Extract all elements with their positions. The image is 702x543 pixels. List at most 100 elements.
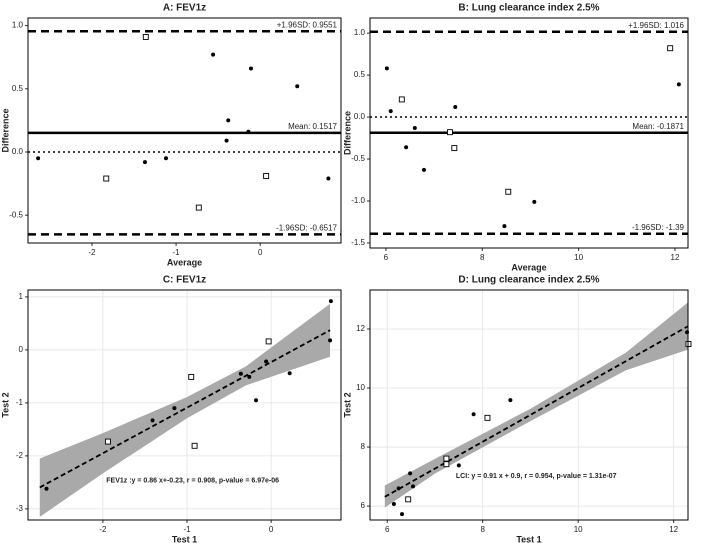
y-tick-label: 1.0 [12, 21, 24, 30]
x-tick-label: 10 [574, 253, 583, 262]
point-square [443, 461, 450, 468]
point-circle [391, 502, 396, 507]
y-axis-label: Difference [342, 111, 352, 155]
fit-line [384, 325, 689, 498]
x-axis-label: Average [511, 262, 546, 272]
point-circle [142, 160, 147, 165]
x-tick-label: -2 [99, 525, 107, 534]
point-circle [163, 156, 168, 161]
y-axis-label: Difference [0, 108, 10, 152]
point-circle [388, 109, 393, 114]
plot-border [369, 289, 689, 521]
y-tick-label: 6 [361, 501, 366, 510]
point-circle [456, 463, 461, 468]
reference-label: -1.96SD: -0.6517 [276, 223, 337, 232]
y-tick-label: -1 [16, 398, 24, 407]
reference-label: Mean: -0.1871 [632, 122, 684, 131]
point-circle [453, 104, 458, 109]
x-tick-label: 6 [385, 525, 390, 534]
y-tick-label: 0.5 [354, 70, 366, 79]
y-tick-label: 0.0 [12, 147, 24, 156]
reference-label: Mean: 0.1517 [288, 122, 337, 131]
y-tick-label: 1 [19, 292, 24, 301]
point-circle [328, 338, 333, 343]
point-square [103, 175, 110, 182]
point-circle [399, 512, 404, 517]
y-tick-label: -3 [16, 504, 24, 513]
point-circle [421, 167, 426, 172]
point-circle [254, 398, 259, 403]
point-circle [412, 125, 417, 130]
point-square [265, 338, 272, 345]
point-square [451, 145, 458, 152]
x-tick-label: 12 [671, 253, 680, 262]
point-circle [404, 145, 409, 150]
x-tick-label: 8 [480, 525, 485, 534]
point-square [484, 414, 491, 421]
fit-annotation: LCI: y = 0.91 x + 0.9, r = 0.954, p-valu… [456, 473, 617, 480]
point-circle [150, 418, 155, 423]
x-axis-label: Average [167, 257, 202, 267]
point-circle [502, 224, 507, 229]
point-square [447, 129, 453, 136]
panel-title: D: Lung clearance index 2.5% [458, 275, 599, 286]
point-circle [408, 471, 413, 476]
y-tick-label: -2 [16, 451, 24, 460]
x-tick-label: 6 [384, 253, 389, 262]
point-square [195, 204, 202, 211]
point-square [443, 455, 450, 462]
point-circle [44, 486, 49, 491]
confidence-band [384, 302, 688, 508]
panel-title: B: Lung clearance index 2.5% [458, 3, 599, 14]
point-circle [264, 359, 269, 364]
y-axis-label: Test 2 [342, 392, 352, 417]
fit-annotation: FEV1z :y = 0.86 x+-0.23, r = 0.908, p-va… [106, 478, 279, 485]
x-tick-label: 8 [480, 253, 485, 262]
point-circle [226, 118, 231, 123]
y-tick-label: -0.5 [351, 154, 365, 163]
point-square [667, 45, 674, 52]
x-tick-label: 0 [258, 248, 263, 257]
y-tick-label: -1.5 [351, 238, 365, 247]
reference-label: +1.96SD: 1.016 [628, 21, 684, 30]
point-circle [287, 371, 292, 376]
point-circle [172, 406, 177, 411]
point-circle [224, 138, 229, 143]
point-circle [247, 374, 252, 379]
point-circle [410, 484, 415, 489]
point-circle [36, 156, 41, 161]
point-square [191, 442, 198, 449]
plot-border [369, 17, 689, 249]
point-circle [471, 412, 476, 417]
point-circle [508, 398, 513, 403]
plot-border [27, 17, 342, 244]
point-circle [211, 52, 216, 57]
point-square [104, 438, 111, 445]
x-tick-label: -1 [183, 525, 191, 534]
point-circle [238, 371, 243, 376]
reference-label: -1.96SD: -1.39 [632, 223, 685, 232]
panel-title: C: FEV1z [163, 275, 206, 286]
y-tick-label: -1.0 [351, 196, 365, 205]
y-tick-label: 1.0 [354, 28, 366, 37]
confidence-band [39, 303, 331, 517]
y-tick-label: -0.5 [9, 210, 23, 219]
panel-title: A: FEV1z [163, 3, 206, 14]
point-circle [384, 66, 389, 71]
y-tick-label: 8 [361, 442, 366, 451]
x-axis-label: Test 1 [516, 534, 541, 543]
x-tick-label: 12 [669, 525, 678, 534]
plot-border [27, 289, 342, 521]
point-square [142, 34, 149, 40]
x-tick-label: 0 [269, 525, 274, 534]
x-tick-label: 10 [574, 525, 583, 534]
point-circle [676, 82, 681, 87]
point-square [398, 96, 405, 103]
point-circle [396, 486, 401, 491]
point-circle [532, 199, 537, 204]
y-tick-label: 0 [19, 345, 24, 354]
y-tick-label: 0.0 [354, 112, 366, 121]
point-circle [328, 299, 333, 304]
reference-label: +1.96SD: 0.9551 [277, 20, 338, 29]
